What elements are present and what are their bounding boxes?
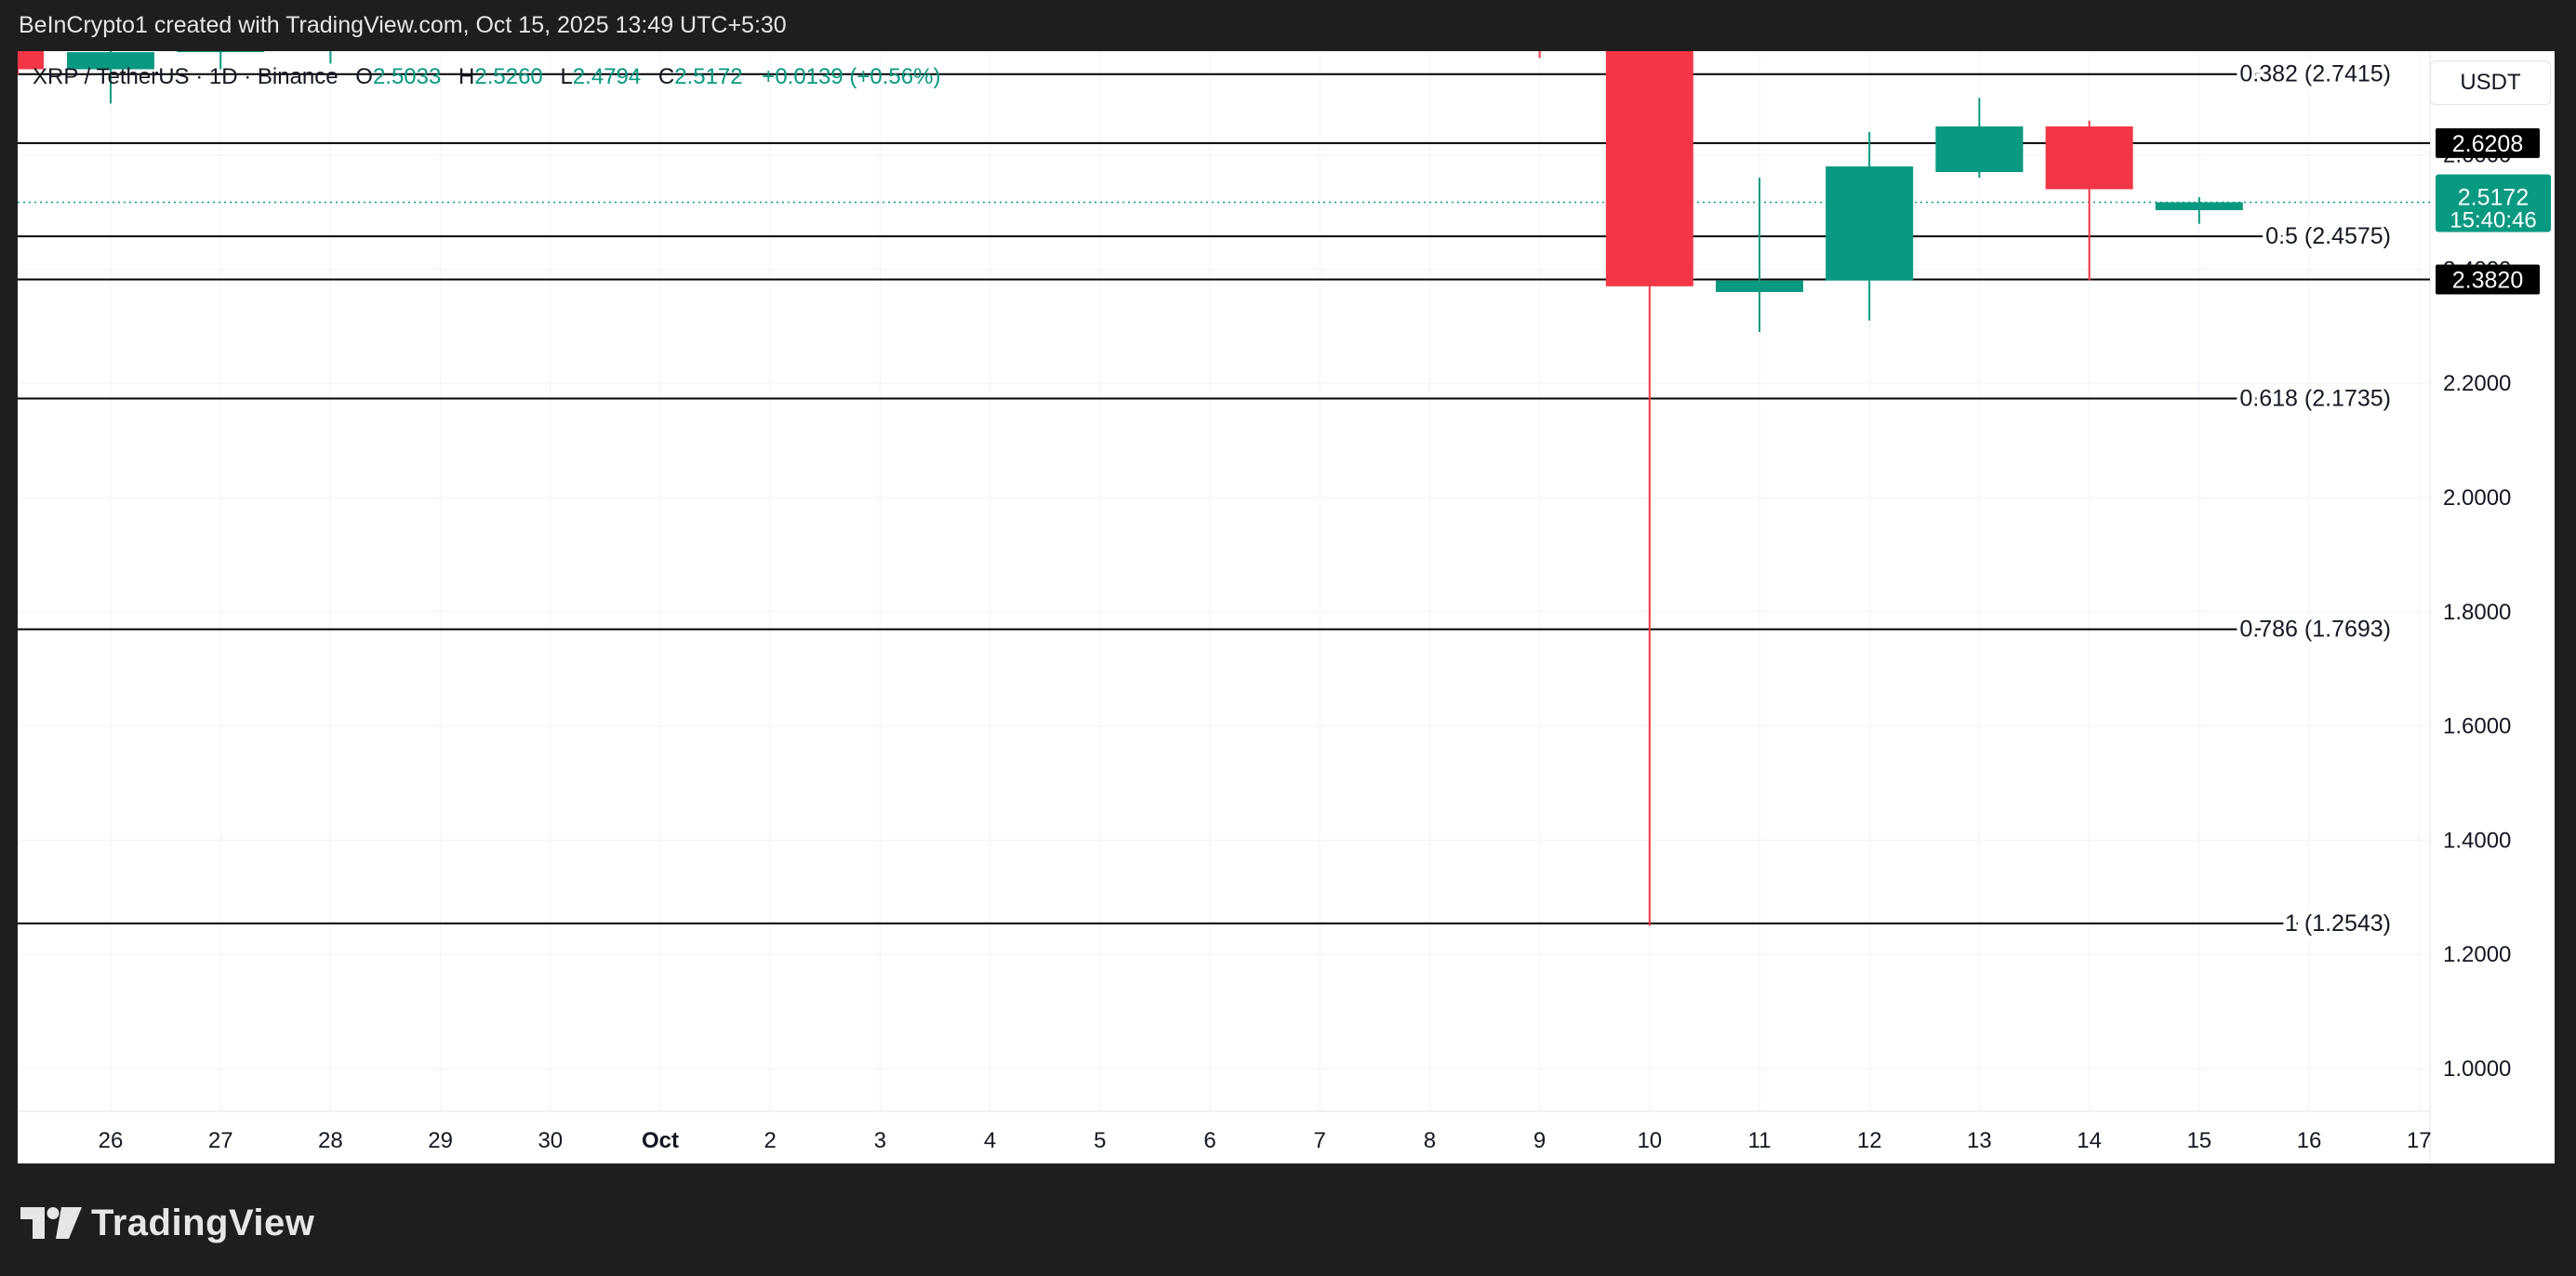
x-tick-label: 2 <box>764 1128 777 1153</box>
brand-name: TradingView <box>91 1202 315 1243</box>
x-tick-label: 26 <box>99 1128 124 1153</box>
x-tick-label: 29 <box>428 1128 453 1153</box>
tradingview-logo-icon <box>20 1207 82 1239</box>
candle-countdown: 15:40:46 <box>2450 207 2536 233</box>
x-tick-label: 5 <box>1094 1128 1106 1153</box>
x-tick-label: 3 <box>874 1128 886 1153</box>
fib-level-label: 0.786 (1.7693) <box>2239 617 2391 643</box>
footer-brand: TradingView <box>20 1195 314 1251</box>
candle-body[interactable] <box>1716 280 1803 292</box>
range-price-badge <box>2436 264 2540 295</box>
x-tick-label: 14 <box>2077 1128 2102 1153</box>
y-tick-label: 2.8000 <box>2443 51 2511 54</box>
candle-body[interactable] <box>177 51 265 53</box>
y-tick-label: 1.6000 <box>2443 714 2511 739</box>
candle-body[interactable] <box>2155 202 2243 210</box>
close-value: 2.5172 <box>674 64 743 89</box>
x-tick-label: 7 <box>1314 1128 1326 1153</box>
fib-level-label: 0.618 (2.1735) <box>2239 385 2391 411</box>
fib-level-label: 0.382 (2.7415) <box>2239 61 2391 87</box>
fib-level-label: 1 (1.2543) <box>2285 910 2391 937</box>
low-label: L <box>560 64 573 89</box>
x-tick-label: 8 <box>1424 1128 1436 1153</box>
x-tick-label: 11 <box>1748 1128 1772 1153</box>
close-label: C <box>657 64 675 89</box>
y-tick-label: 2.2000 <box>2443 371 2511 396</box>
candle-body[interactable] <box>1826 166 1914 281</box>
x-tick-label: 9 <box>1534 1128 1546 1153</box>
y-tick-label: 1.4000 <box>2443 828 2511 853</box>
candle-body[interactable] <box>18 51 44 70</box>
currency-button[interactable]: USDT <box>2430 60 2551 105</box>
candle-body[interactable] <box>2045 126 2133 190</box>
x-tick-label: 4 <box>984 1128 996 1153</box>
open-label: O <box>355 64 373 89</box>
chart-frame[interactable]: 1.0000 1.2000 1.4000 1.6000 1.8000 2.0000 2.20… <box>18 51 2555 1163</box>
x-tick-label: 13 <box>1967 1128 1992 1153</box>
last-price-badge <box>2436 174 2551 233</box>
x-tick-label: 17 <box>2407 1128 2432 1153</box>
price-change: +0.0139 (+0.56%) <box>762 64 941 89</box>
x-tick-label: 27 <box>208 1128 233 1153</box>
candle-body[interactable] <box>1935 126 2024 173</box>
high-value: 2.5260 <box>474 64 543 89</box>
range-price-label: 2.6208 <box>2452 131 2523 157</box>
ohlc-legend: XRP / TetherUS · 1D · Binance O2.5033 H2… <box>33 64 940 90</box>
x-tick-label: Oct <box>642 1128 679 1153</box>
fib-level-label: 0.5 (2.4575) <box>2265 223 2391 249</box>
range-price-badge <box>2436 127 2540 158</box>
x-tick-label: 30 <box>538 1128 563 1153</box>
x-tick-label: 28 <box>318 1128 343 1153</box>
x-tick-label: 16 <box>2297 1128 2322 1153</box>
range-price-label: 2.3820 <box>2452 267 2523 293</box>
candle-body[interactable] <box>67 52 154 70</box>
last-price-label: 2.5172 <box>2458 184 2529 210</box>
y-tick-label: 1.2000 <box>2443 942 2511 967</box>
low-value: 2.4794 <box>572 64 642 89</box>
y-tick-label: 1.8000 <box>2443 600 2511 625</box>
x-tick-label: 15 <box>2186 1128 2211 1153</box>
price-chart[interactable]: 1.0000 1.2000 1.4000 1.6000 1.8000 2.0000 2.20… <box>18 51 2555 1163</box>
x-tick-label: 10 <box>1637 1128 1662 1153</box>
y-tick-label: 2.0000 <box>2443 485 2511 511</box>
candle-body[interactable] <box>1605 51 1693 286</box>
x-tick-label: 12 <box>1857 1128 1882 1153</box>
x-tick-label: 6 <box>1203 1128 1215 1153</box>
high-label: H <box>458 64 475 89</box>
y-tick-label: 1.0000 <box>2443 1057 2511 1082</box>
chart-attribution: BeInCrypto1 created with TradingView.com… <box>19 12 787 38</box>
symbol-title[interactable]: XRP / TetherUS · 1D · Binance <box>33 64 339 89</box>
open-value: 2.5033 <box>372 64 442 89</box>
